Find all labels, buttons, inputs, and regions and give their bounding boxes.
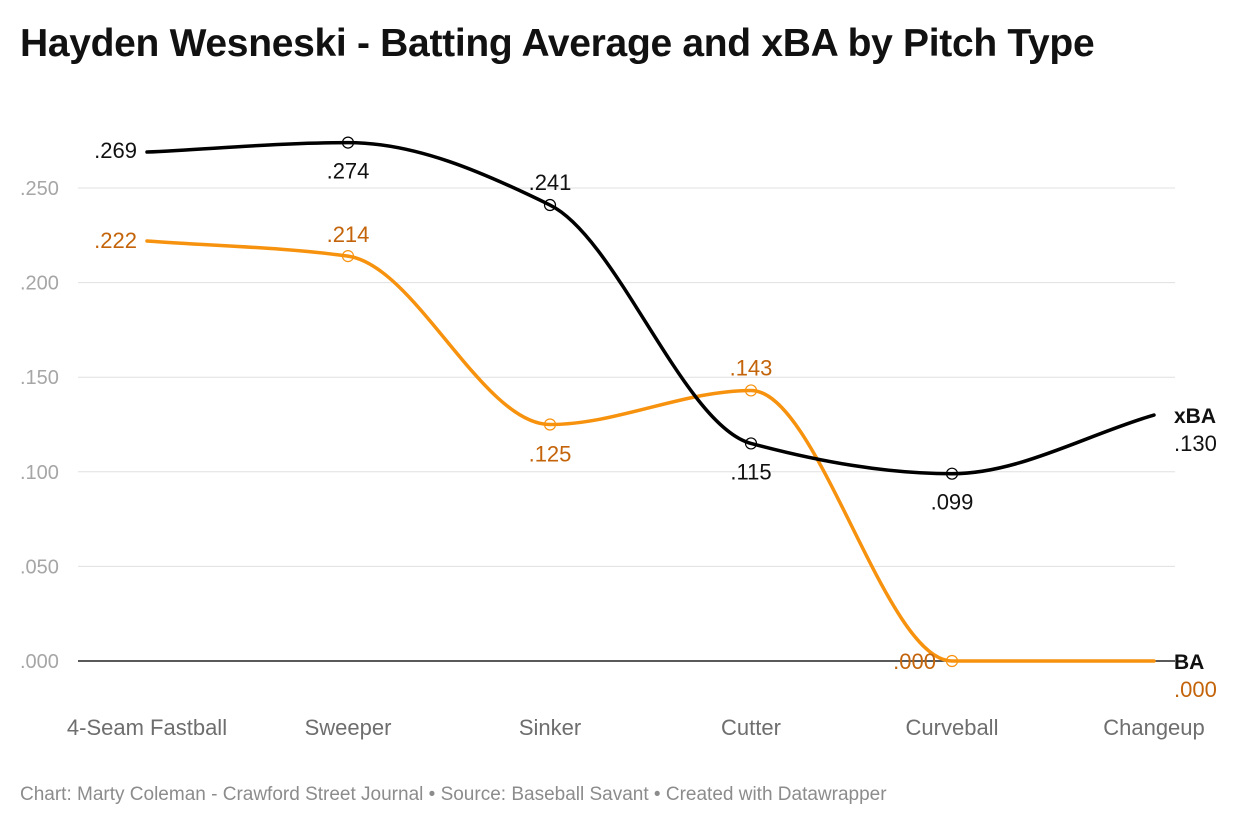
y-tick-label: .200 (20, 273, 59, 295)
data-label-ba: .214 (327, 222, 370, 247)
data-point-ba (543, 418, 557, 431)
y-tick-label: .050 (20, 556, 59, 578)
series-lines (145, 140, 1156, 663)
x-tick-label: Sweeper (305, 715, 392, 740)
data-point-ba (341, 250, 355, 263)
x-tick-label: Changeup (1103, 715, 1205, 740)
chart-footer: Chart: Marty Coleman - Crawford Street J… (20, 784, 887, 805)
x-tick-label: Sinker (519, 715, 581, 740)
data-label-ba: .000 (893, 649, 936, 674)
data-point-xba (744, 437, 758, 450)
x-tick-label: Cutter (721, 715, 781, 740)
data-label-xba: .269 (94, 138, 137, 163)
series-line-ba (145, 239, 1156, 663)
y-tick-label: .000 (20, 651, 59, 673)
data-point-xba (543, 198, 557, 212)
data-label-xba: .274 (327, 159, 370, 184)
data-label-xba: .241 (529, 170, 572, 195)
data-label-xba: .099 (931, 490, 974, 515)
data-point-xba (341, 136, 355, 149)
x-axis-ticks: 4-Seam Fastball Sweeper Sinker Cutter Curveb… (67, 715, 1205, 740)
data-label-ba: .143 (730, 355, 773, 380)
series-name-xba: xBA (1174, 405, 1216, 428)
data-label-xba: .130 (1174, 431, 1217, 456)
x-tick-label: 4-Seam Fastball (67, 715, 227, 740)
data-points (341, 136, 959, 668)
data-label-ba: .222 (94, 228, 137, 253)
data-point-ba (744, 384, 758, 397)
series-name-ba: BA (1174, 651, 1204, 674)
gridlines (78, 187, 1175, 662)
data-label-ba: .000 (1174, 677, 1217, 702)
data-point-xba (945, 467, 959, 480)
series-line-xba (145, 140, 1156, 476)
data-label-ba: .125 (529, 442, 572, 467)
data-labels: .222 .214 .125 .143 .000 .000 BA .269 .274 .241 .1… (94, 138, 1217, 702)
data-label-xba: .115 (730, 459, 771, 484)
data-point-ba (945, 654, 959, 668)
y-tick-label: .100 (20, 462, 59, 484)
y-axis-ticks: .000 .050 .100 .150 .200 .250 (20, 178, 59, 673)
y-tick-label: .150 (20, 367, 59, 389)
x-tick-label: Curveball (906, 715, 999, 740)
chart-title: Hayden Wesneski - Batting Average and xB… (20, 22, 1095, 65)
y-tick-label: .250 (20, 178, 59, 200)
